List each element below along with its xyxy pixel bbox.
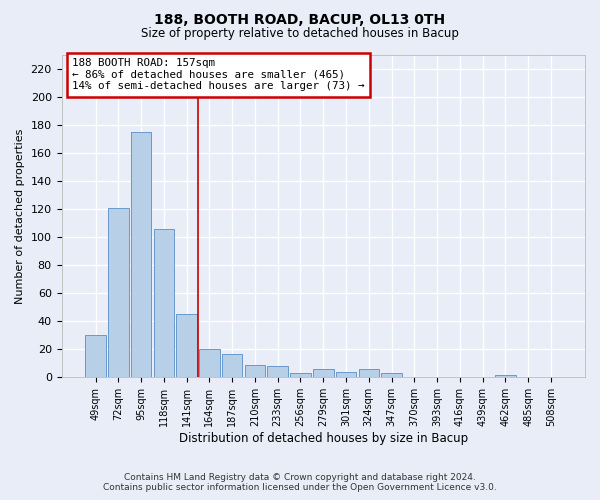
Bar <box>176 314 197 378</box>
Bar <box>290 373 311 378</box>
Bar <box>85 336 106 378</box>
Bar <box>495 374 515 378</box>
Y-axis label: Number of detached properties: Number of detached properties <box>15 128 25 304</box>
Bar <box>154 229 174 378</box>
Bar <box>131 132 151 378</box>
Text: 188, BOOTH ROAD, BACUP, OL13 0TH: 188, BOOTH ROAD, BACUP, OL13 0TH <box>154 12 446 26</box>
Bar <box>108 208 128 378</box>
Bar <box>336 372 356 378</box>
Bar <box>222 354 242 378</box>
X-axis label: Distribution of detached houses by size in Bacup: Distribution of detached houses by size … <box>179 432 468 445</box>
Bar <box>313 369 334 378</box>
Bar <box>359 369 379 378</box>
Text: Size of property relative to detached houses in Bacup: Size of property relative to detached ho… <box>141 28 459 40</box>
Bar <box>245 364 265 378</box>
Bar <box>268 366 288 378</box>
Bar <box>382 373 402 378</box>
Bar <box>199 350 220 378</box>
Text: 188 BOOTH ROAD: 157sqm
← 86% of detached houses are smaller (465)
14% of semi-de: 188 BOOTH ROAD: 157sqm ← 86% of detached… <box>72 58 364 92</box>
Text: Contains HM Land Registry data © Crown copyright and database right 2024.
Contai: Contains HM Land Registry data © Crown c… <box>103 473 497 492</box>
